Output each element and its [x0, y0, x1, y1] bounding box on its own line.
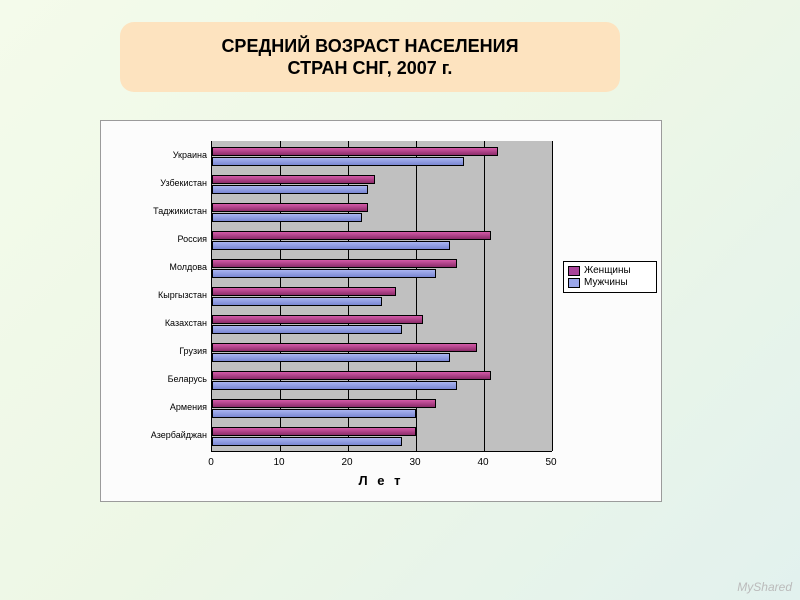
bar-men	[212, 185, 368, 194]
category-label: Россия	[107, 234, 207, 244]
bar-men	[212, 437, 402, 446]
chart-title-box: СРЕДНИЙ ВОЗРАСТ НАСЕЛЕНИЯ СТРАН СНГ, 200…	[120, 22, 620, 92]
x-tick-label: 20	[337, 457, 357, 468]
legend-label-women: Женщины	[584, 265, 631, 277]
category-label: Грузия	[107, 346, 207, 356]
plot-area	[211, 141, 552, 452]
x-tick-label: 30	[405, 457, 425, 468]
x-tick-label: 0	[201, 457, 221, 468]
bar-men	[212, 241, 450, 250]
bar-women	[212, 259, 457, 268]
bar-men	[212, 381, 457, 390]
legend-row-women: Женщины	[568, 265, 652, 277]
bar-women	[212, 203, 368, 212]
bar-women	[212, 399, 436, 408]
legend-swatch-women	[568, 266, 580, 276]
chart-title-line1: СРЕДНИЙ ВОЗРАСТ НАСЕЛЕНИЯ	[221, 35, 518, 58]
gridline	[484, 141, 485, 451]
category-label: Азербайджан	[107, 430, 207, 440]
category-label: Беларусь	[107, 374, 207, 384]
bar-women	[212, 343, 477, 352]
legend: Женщины Мужчины	[563, 261, 657, 293]
bar-women	[212, 287, 396, 296]
category-label: Кыргызстан	[107, 290, 207, 300]
bar-men	[212, 325, 402, 334]
x-axis-title: Л е т	[211, 473, 551, 488]
legend-label-men: Мужчины	[584, 277, 628, 289]
category-label: Казахстан	[107, 318, 207, 328]
gridline	[552, 141, 553, 451]
bar-women	[212, 147, 498, 156]
bar-men	[212, 353, 450, 362]
bar-men	[212, 269, 436, 278]
legend-row-men: Мужчины	[568, 277, 652, 289]
bar-men	[212, 409, 416, 418]
bar-women	[212, 175, 375, 184]
bar-women	[212, 371, 491, 380]
chart-title-line2: СТРАН СНГ, 2007 г.	[288, 57, 453, 80]
bar-women	[212, 315, 423, 324]
category-label: Узбекистан	[107, 178, 207, 188]
bar-men	[212, 157, 464, 166]
chart-canvas: 0 10 20 30 40 50 Л е т Украина Узбекистан Таджи…	[100, 120, 662, 502]
legend-swatch-men	[568, 278, 580, 288]
x-tick-label: 50	[541, 457, 561, 468]
category-label: Украина	[107, 150, 207, 160]
category-label: Армения	[107, 402, 207, 412]
category-label: Таджикистан	[107, 206, 207, 216]
watermark: MyShared	[737, 580, 792, 594]
bar-men	[212, 297, 382, 306]
x-tick-label: 40	[473, 457, 493, 468]
bar-women	[212, 427, 416, 436]
category-label: Молдова	[107, 262, 207, 272]
slide: СРЕДНИЙ ВОЗРАСТ НАСЕЛЕНИЯ СТРАН СНГ, 200…	[0, 0, 800, 600]
bar-men	[212, 213, 362, 222]
bar-women	[212, 231, 491, 240]
x-tick-label: 10	[269, 457, 289, 468]
